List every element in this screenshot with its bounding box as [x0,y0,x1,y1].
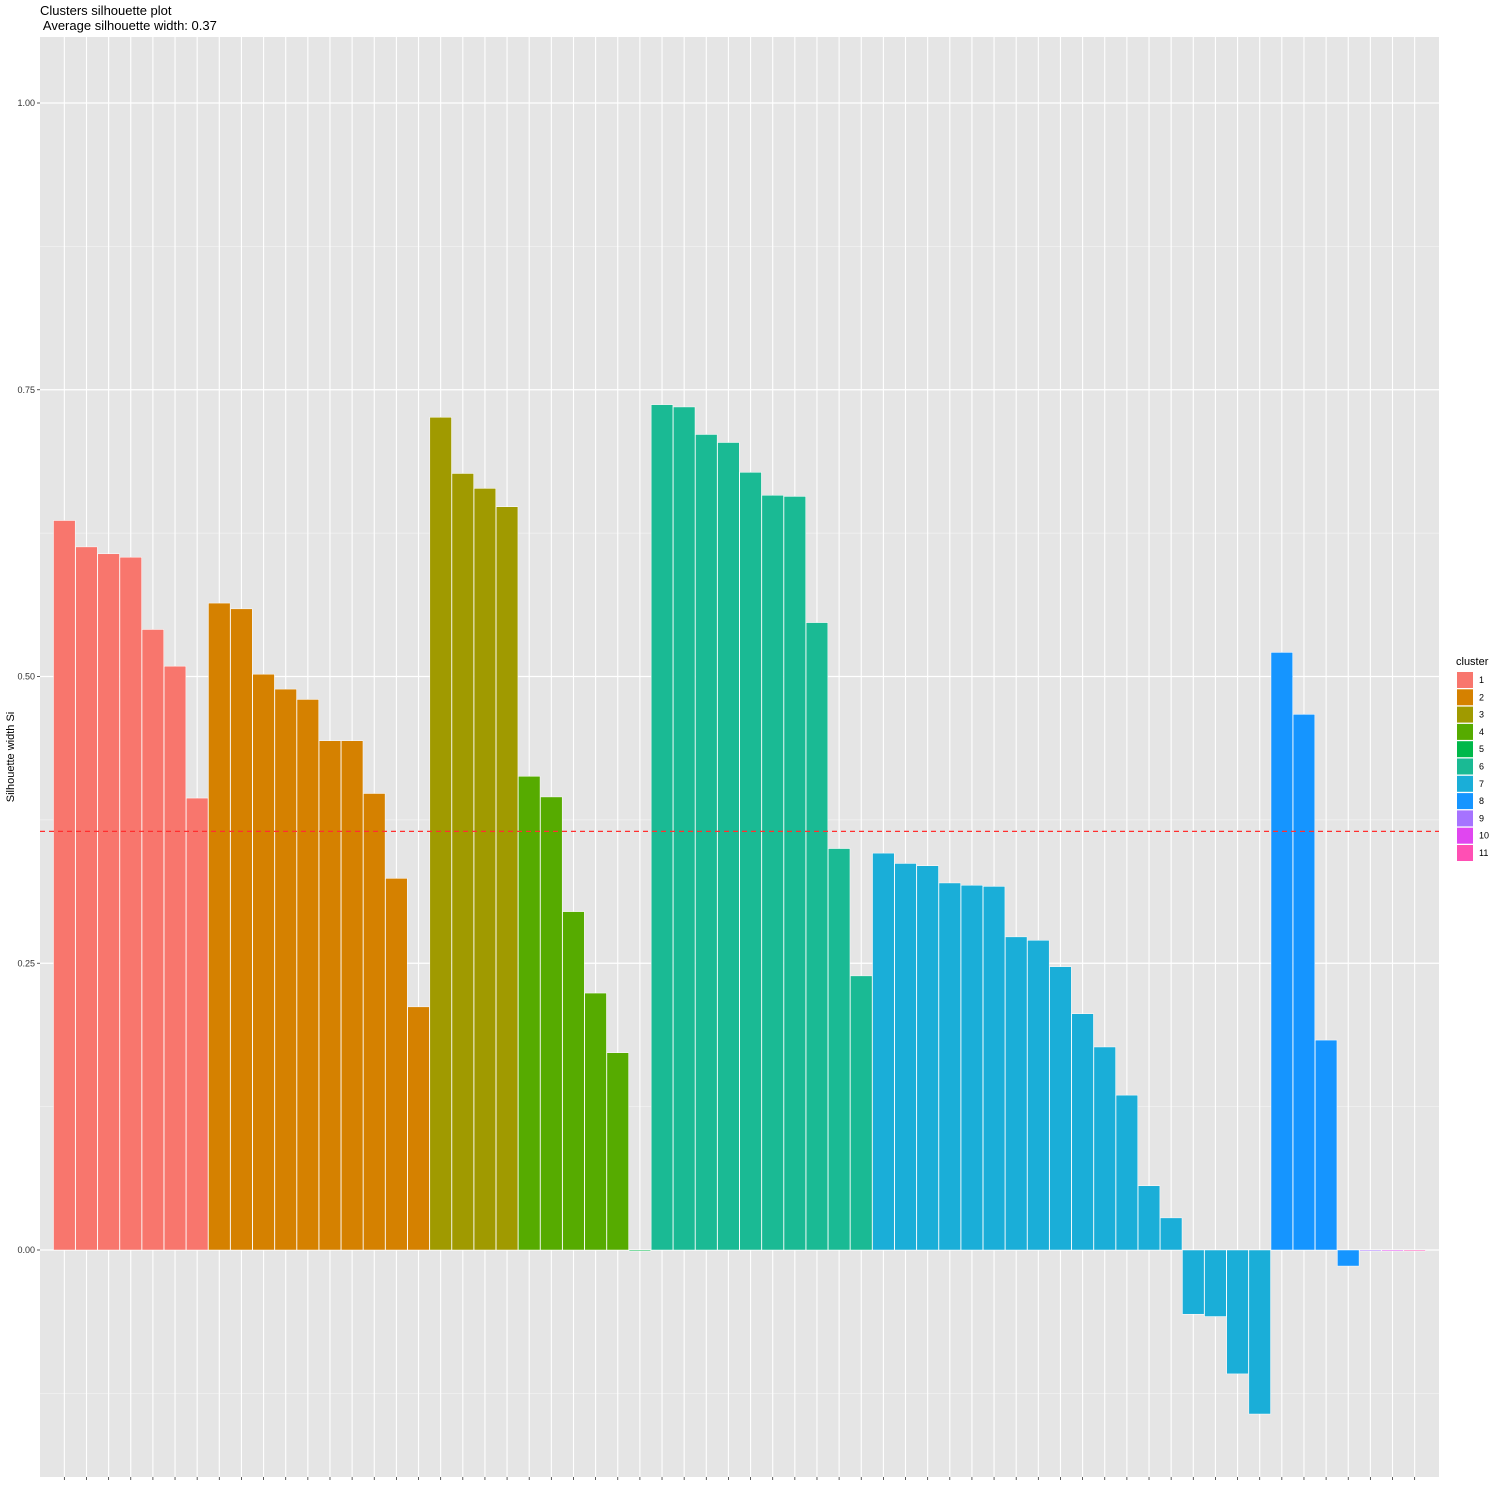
bar-cluster-8 [1292,714,1316,1251]
bar-cluster-7 [1248,1249,1271,1415]
y-tick-label: 0.25 [17,958,35,968]
bar-cluster-6 [717,442,740,1251]
legend-key-4 [1457,723,1473,740]
bar-cluster-7 [1027,940,1050,1251]
bar-cluster-7 [1137,1185,1161,1251]
legend-key-8 [1457,793,1473,810]
bar-cluster-4 [562,911,585,1251]
chart-subtitle: Average silhouette width: 0.37 [40,18,217,33]
bar-cluster-1 [97,553,120,1251]
bar-cluster-7 [1049,966,1072,1251]
bar-cluster-7 [1160,1217,1183,1251]
legend-label-10: 10 [1479,831,1489,841]
bar-cluster-6 [673,406,696,1251]
x-axis-ticks [63,1477,1416,1480]
bar-cluster-3 [451,473,474,1251]
bar-cluster-7 [1115,1094,1138,1251]
y-tick-label: 1.00 [17,98,35,108]
bar-cluster-4 [584,992,607,1251]
bar-cluster-8 [1337,1249,1360,1267]
legend-key-10 [1457,827,1473,844]
legend-label-9: 9 [1479,813,1484,823]
bars [53,404,1426,1415]
legend-key-1 [1457,672,1473,688]
bar-cluster-6 [850,975,873,1251]
bar-cluster-4 [606,1052,629,1251]
legend-label-3: 3 [1479,710,1484,720]
bar-cluster-8 [1315,1039,1338,1251]
legend-key-9 [1457,810,1473,827]
legend-label-11: 11 [1479,848,1488,858]
bar-cluster-7 [982,886,1006,1251]
bar-cluster-11 [1403,1249,1426,1252]
bar-cluster-9 [1359,1249,1382,1252]
legend-label-1: 1 [1479,675,1484,685]
chart-title: Clusters silhouette plot [40,3,172,18]
bar-cluster-2 [230,608,253,1251]
bar-cluster-7 [1005,936,1028,1251]
bar-cluster-2 [385,878,408,1251]
bar-cluster-1 [75,546,98,1251]
bar-cluster-8 [1270,652,1293,1251]
legend-label-4: 4 [1479,727,1484,737]
legend-key-6 [1457,758,1473,775]
bar-cluster-7 [1182,1249,1205,1315]
bar-cluster-7 [1204,1249,1227,1317]
bar-cluster-7 [894,863,917,1251]
legend-label-6: 6 [1479,762,1484,772]
bar-cluster-2 [363,793,386,1251]
bar-cluster-5 [628,1249,651,1252]
bar-cluster-2 [208,602,231,1251]
bar-cluster-6 [805,622,829,1251]
legend-label-8: 8 [1479,796,1484,806]
bar-cluster-10 [1381,1249,1404,1252]
legend-key-7 [1457,775,1473,792]
y-axis-title: Silhouette width Si [5,712,17,803]
legend-label-2: 2 [1479,692,1484,702]
bar-cluster-7 [1093,1046,1116,1251]
bar-cluster-3 [473,488,497,1251]
bar-cluster-6 [695,434,718,1251]
bar-cluster-6 [828,848,851,1251]
bar-cluster-2 [274,688,297,1251]
bar-cluster-2 [252,673,275,1251]
bar-cluster-1 [119,556,142,1251]
bar-cluster-3 [495,506,519,1251]
bar-cluster-2 [296,699,319,1251]
y-tick-label: 0.75 [17,385,35,395]
bar-cluster-4 [540,796,563,1251]
bar-cluster-1 [163,665,187,1251]
bar-cluster-6 [761,495,784,1251]
bar-cluster-6 [650,404,674,1251]
y-tick-label: 0.50 [17,672,35,682]
bar-cluster-2 [318,740,342,1251]
bar-cluster-6 [739,472,762,1251]
legend-label-7: 7 [1479,779,1484,789]
legend-label-5: 5 [1479,744,1484,754]
bar-cluster-1 [186,797,209,1251]
bar-cluster-7 [1071,1013,1094,1251]
legend-title: cluster [1456,656,1489,668]
bar-cluster-7 [916,865,939,1251]
y-tick-label: 0.00 [17,1245,35,1255]
bar-cluster-1 [141,629,164,1251]
bar-cluster-2 [407,1006,430,1251]
bar-cluster-7 [938,882,961,1251]
y-axis-ticks: 1.00 0.75 0.50 0.25 0.00 [17,98,40,1255]
bar-cluster-6 [783,496,806,1251]
legend-key-11 [1457,845,1473,861]
legend-key-2 [1457,689,1473,706]
bar-cluster-2 [341,740,364,1251]
bar-cluster-4 [518,776,541,1251]
legend: cluster 1 2 3 4 5 6 7 8 9 10 11 [1456,656,1489,861]
legend-key-3 [1457,706,1473,723]
legend-key-5 [1457,741,1473,758]
bar-cluster-7 [960,885,984,1251]
bar-cluster-3 [429,417,452,1251]
bar-cluster-1 [53,520,76,1251]
bar-cluster-7 [1226,1249,1249,1375]
bar-cluster-7 [872,852,895,1251]
